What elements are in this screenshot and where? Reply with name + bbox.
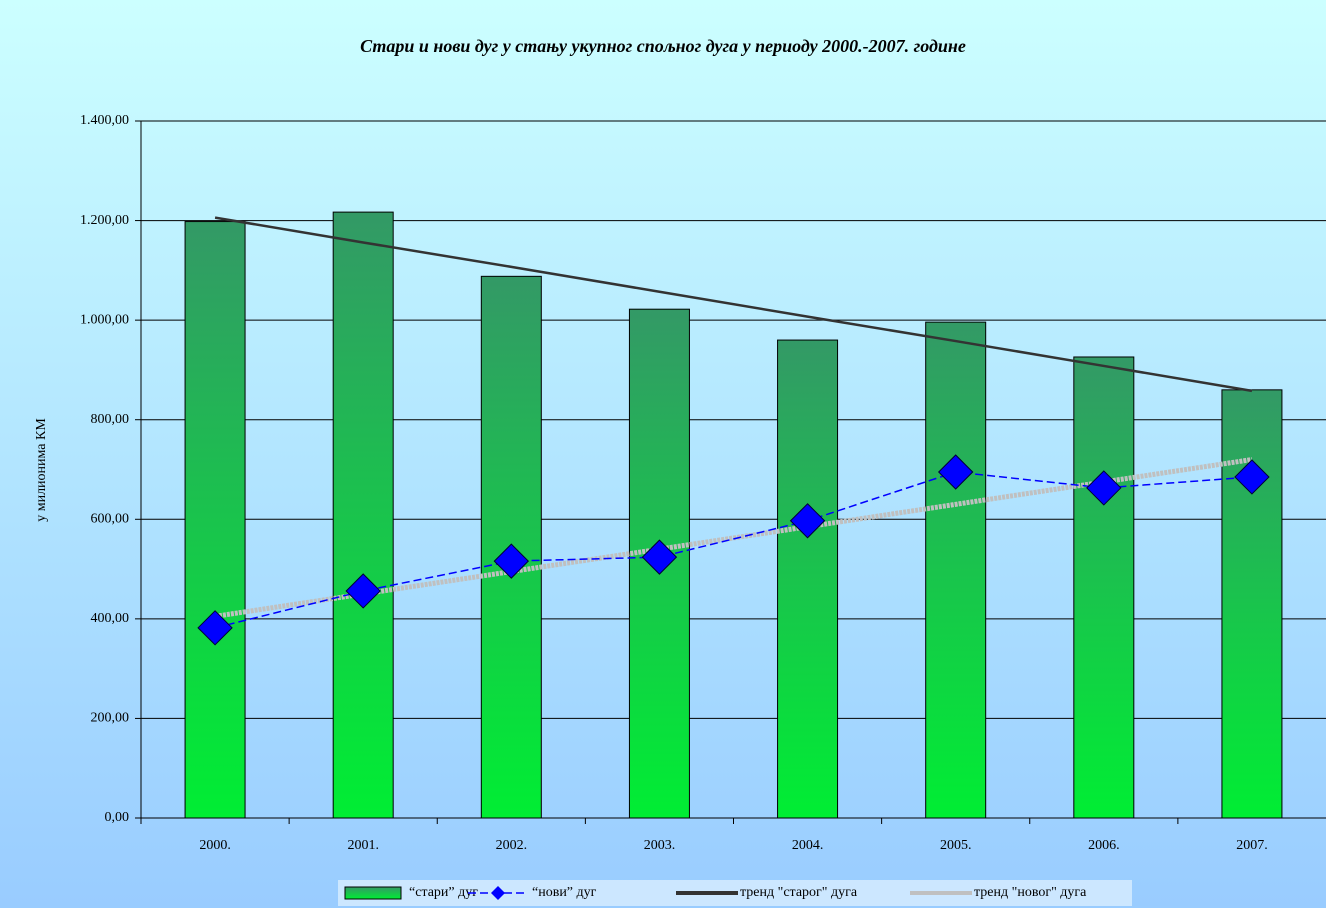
bar [184,221,246,819]
x-tick-label: 2001. [347,838,379,853]
bar [332,211,394,819]
x-tick-label: 2003. [644,838,676,853]
marker [641,539,678,575]
line [214,471,1252,629]
legend-marker [491,886,505,900]
x-tick-label: 2005. [940,838,972,853]
y-tick-label: 1.200,00 [80,213,129,228]
y-tick-label: 1.400,00 [80,113,129,128]
y-tick-label: 0,00 [105,810,130,825]
x-tick-label: 2006. [1088,838,1120,853]
marker [197,610,233,646]
bar [1221,389,1283,819]
bar [925,321,987,819]
marker [1234,459,1270,495]
marker [493,543,530,579]
legend-swatch [344,886,402,900]
legend-label: тренд "старог" дуга [740,885,858,900]
x-tick-label: 2007. [1236,838,1268,853]
bar [777,339,839,819]
x-tick-label: 2000. [199,838,231,853]
y-tick-label: 1.000,00 [80,312,129,327]
chart-title: Стари и нови дуг у стању укупног спољног… [360,36,966,56]
marker [937,454,974,490]
marker [345,573,381,609]
y-tick-label: 200,00 [91,711,130,726]
legend-label: “стари” дуг [409,885,478,900]
y-tick-label: 600,00 [91,512,130,527]
x-tick-label: 2002. [496,838,528,853]
y-tick-label: 400,00 [91,611,130,626]
trend-line [214,457,1253,619]
y-axis-label: у милионима КМ [34,418,49,522]
marker [789,503,826,539]
marker [1086,470,1122,506]
x-tick-label: 2004. [792,838,824,853]
legend-label: тренд "новог" дуга [974,885,1087,900]
legend-label: “нови” дуг [532,885,597,900]
y-tick-label: 800,00 [91,412,130,427]
bar [1073,356,1135,819]
trend-line [214,216,1253,393]
